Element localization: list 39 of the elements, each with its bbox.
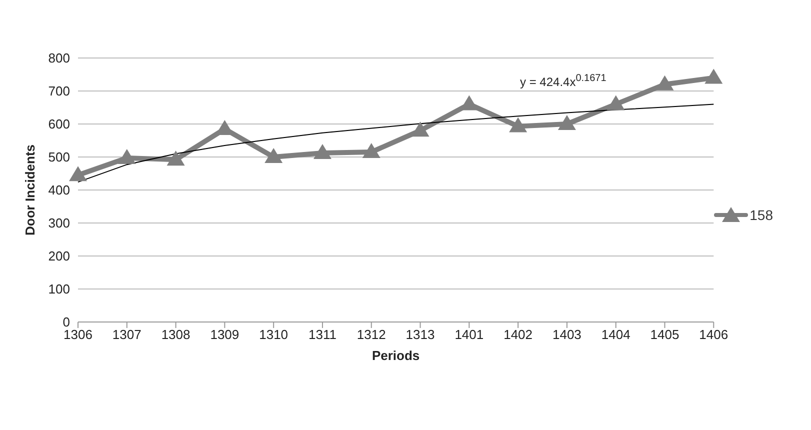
y-tick-label: 100 — [48, 282, 70, 297]
y-tick-label: 400 — [48, 182, 70, 198]
annotation: y = 424.4x$^{0.1671}$ — [520, 73, 606, 89]
x-tick-label: 1309 — [210, 327, 240, 342]
x-tick-label: 1306 — [64, 327, 92, 342]
x-tick-label: 1403 — [552, 327, 582, 342]
x-tick-label: 1307 — [112, 327, 142, 342]
point — [656, 75, 674, 90]
x-tick-label: 1308 — [161, 327, 190, 342]
x-tick-label: 1401 — [454, 327, 484, 342]
point — [69, 166, 87, 182]
point — [606, 95, 625, 110]
y-tick-label: 700 — [48, 84, 70, 99]
x-tick-label: 1405 — [650, 327, 680, 342]
point — [411, 122, 430, 137]
x-axis-title: Periods — [372, 348, 420, 363]
point — [264, 148, 283, 163]
point — [558, 115, 576, 130]
point — [362, 143, 380, 158]
point — [118, 148, 136, 164]
x-tick-label: 1310 — [259, 327, 288, 342]
legend-label: 158 — [750, 207, 773, 223]
y-tick-label: 600 — [48, 116, 70, 132]
point — [509, 117, 528, 132]
y-tick-label: 500 — [48, 150, 70, 165]
x-tick-label: 1311 — [308, 327, 336, 342]
x-tick-label: 1402 — [504, 327, 533, 342]
x-tick-label: 1313 — [406, 327, 435, 342]
x-tick-label: 1406 — [699, 327, 728, 342]
x-tick-label: 1404 — [601, 327, 630, 342]
y-tick-label: 300 — [48, 216, 70, 231]
y-tick-label: 0 — [62, 314, 70, 330]
point — [704, 68, 723, 84]
point — [166, 150, 185, 166]
x-tick-label: 1312 — [356, 327, 386, 342]
y-tick-label: 200 — [48, 248, 70, 264]
y-tick-label: 800 — [48, 50, 70, 66]
y-axis-title: Door Incidents — [22, 144, 38, 236]
point — [313, 144, 332, 160]
